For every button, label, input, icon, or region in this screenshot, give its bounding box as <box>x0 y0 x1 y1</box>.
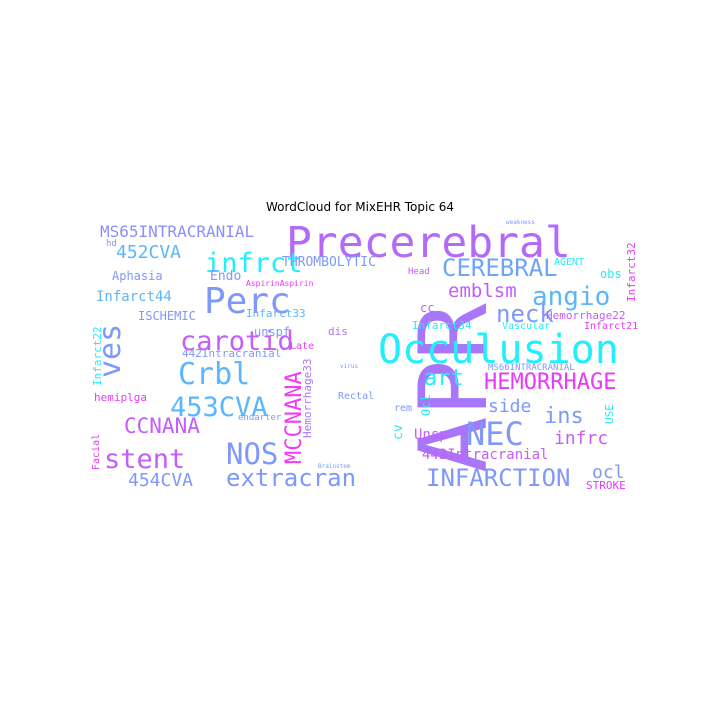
word-endo: Endo <box>210 269 242 284</box>
word-infarct21: Infarct21 <box>584 321 639 332</box>
word-nec: NEC <box>466 415 524 453</box>
word-ocl-small: Ocl <box>419 394 433 416</box>
word-infarct34: Infarct34 <box>412 319 472 332</box>
word-art: art <box>424 366 464 391</box>
word-452cva: 452CVA <box>116 242 182 263</box>
word-aspirinaspirin: AspirinAspirin <box>246 279 314 288</box>
word-hemorrhage33: Hemorrhage33 <box>301 358 314 438</box>
word-virus: virus <box>340 363 359 370</box>
word-agent: AGENT <box>554 257 585 268</box>
word-side: side <box>488 396 532 417</box>
word-unsp: Unsp <box>414 427 448 443</box>
word-infarct33: Infarct33 <box>246 307 306 320</box>
word-brainstem: Brainstem <box>318 463 351 470</box>
word-hd: hd <box>106 239 117 249</box>
word-ischemic: ISCHEMIC <box>138 309 196 323</box>
word-infarct44: Infarct44 <box>96 289 172 305</box>
word-rectal: Rectal <box>338 391 375 402</box>
word-cerebral: CEREBRAL <box>442 254 558 282</box>
word-infrc: infrc <box>554 428 609 449</box>
word-infarct22: Infarct22 <box>91 326 104 386</box>
word-perc: Perc <box>204 281 291 322</box>
word-443intracranial: 443Intracranial <box>422 447 549 463</box>
word-head: Head <box>408 267 430 277</box>
word-use: USE <box>603 404 616 424</box>
word-dis: dis <box>328 325 348 338</box>
word-vascular: Vascular <box>502 321 551 332</box>
word-crbl: Crbl <box>178 357 251 392</box>
word-stroke: STROKE <box>586 479 626 492</box>
word-infarction: INFARCTION <box>426 464 571 492</box>
word-obs: obs <box>600 267 622 281</box>
word-extracran: extracran <box>226 464 357 492</box>
word-emblsm: emblsm <box>448 280 517 302</box>
word-hemiplga: hemiplga <box>94 391 147 404</box>
word-late: Late <box>290 341 315 352</box>
word-ocl: ocl <box>592 462 625 483</box>
word-rem: rem <box>394 403 413 414</box>
word-cloud: APR Precerebral Occulusion Perc ves infr… <box>90 218 640 493</box>
word-ccnana: CCNANA <box>124 414 200 438</box>
word-endarter: endarter <box>238 413 282 423</box>
wordcloud-title: WordCloud for MixEHR Topic 64 <box>265 200 455 214</box>
word-precerebral: Precerebral <box>286 218 571 268</box>
word-hemorrhage: HEMORRHAGE <box>484 370 617 395</box>
word-stent: stent <box>104 444 186 475</box>
word-ms66intracranial: MS66INTRACRANIAL <box>488 363 575 373</box>
word-ins: ins <box>544 404 584 429</box>
word-infrct: infrct <box>205 248 303 279</box>
word-unspf: unspf <box>254 325 291 339</box>
word-442intracranial: 442Intracranial <box>182 347 282 360</box>
word-453cva: 453CVA <box>170 392 268 423</box>
word-454cva: 454CVA <box>128 470 194 491</box>
word-infarct32: Infarct32 <box>625 242 638 302</box>
word-cc: cc <box>420 301 435 315</box>
word-aphasia: Aphasia <box>112 269 163 283</box>
word-nos: NOS <box>226 437 279 471</box>
word-facial: Facial <box>91 433 102 470</box>
word-neck: neck <box>496 300 554 328</box>
word-hemorrhage22: Hemorrhage22 <box>546 309 626 322</box>
word-carotid: carotid <box>180 326 294 357</box>
word-occulusion: Occulusion <box>378 327 619 373</box>
word-angio: angio <box>532 282 611 312</box>
word-cv: cv <box>391 424 406 440</box>
word-thrombolytic: THROMBOLYTIC <box>282 255 376 270</box>
word-ms65intracranial: MS65INTRACRANIAL <box>100 222 255 241</box>
word-weakness: weakness <box>506 219 535 226</box>
